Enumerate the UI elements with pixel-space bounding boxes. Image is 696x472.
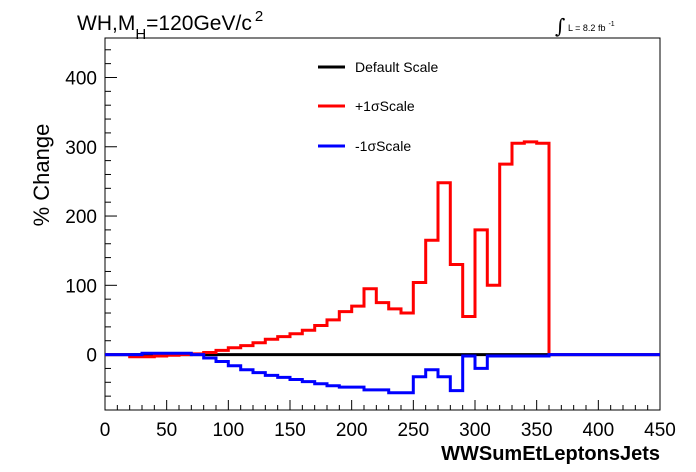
plot-frame <box>104 37 661 411</box>
integral-symbol: ∫ <box>555 14 565 38</box>
title: WH,MH=120GeV/c 2 <box>77 8 263 43</box>
legend-label: -1σScale <box>355 138 411 154</box>
series-line-3 <box>105 351 660 395</box>
x-tick-label: 150 <box>274 420 306 441</box>
x-tick-label: 300 <box>459 420 491 441</box>
legend-label: +1σScale <box>355 98 415 114</box>
x-tick-label: 0 <box>100 420 111 441</box>
title-subscript: H <box>135 26 146 43</box>
x-tick-label: 100 <box>212 420 244 441</box>
x-tick-label: 50 <box>156 420 177 441</box>
y-tick-label: 0 <box>86 346 97 367</box>
x-tick-label: 250 <box>397 420 429 441</box>
y-tick-label: 400 <box>65 68 97 89</box>
series-line-2 <box>105 140 660 359</box>
x-tick-label: 450 <box>644 420 676 441</box>
x-tick-label: 200 <box>336 420 368 441</box>
x-tick-label: 400 <box>582 420 614 441</box>
y-axis-label: % Change <box>29 124 54 227</box>
svg-text:WH,MH=120GeV/c2: WH,MH=120GeV/c 2 <box>77 8 263 43</box>
y-tick-label: 200 <box>65 207 97 228</box>
luminosity-label: ∫ L = 8.2 fb -1 <box>555 14 615 38</box>
y-axis: 0 100 200 300 400 <box>65 49 117 411</box>
legend: Default Scale +1σScale -1σScale <box>318 59 438 154</box>
luminosity-superscript: -1 <box>608 21 614 28</box>
y-tick-label: 300 <box>65 138 97 159</box>
y-tick-label: 100 <box>65 276 97 297</box>
title-superscript: 2 <box>255 8 263 25</box>
x-axis-label: WWSumEtLeptonsJets <box>441 443 660 465</box>
svg-text:L = 8.2 fb-1: L = 8.2 fb -1 <box>568 21 615 33</box>
legend-label: Default Scale <box>355 59 438 75</box>
series-group <box>105 140 660 395</box>
title-main: WH,M <box>77 12 135 35</box>
luminosity-text: L = 8.2 fb <box>568 23 605 33</box>
x-tick-label: 350 <box>521 420 553 441</box>
x-axis: 0 50 100 150 200 250 300 350 400 450 <box>100 400 676 441</box>
title-rest: =120GeV/c <box>146 12 252 35</box>
